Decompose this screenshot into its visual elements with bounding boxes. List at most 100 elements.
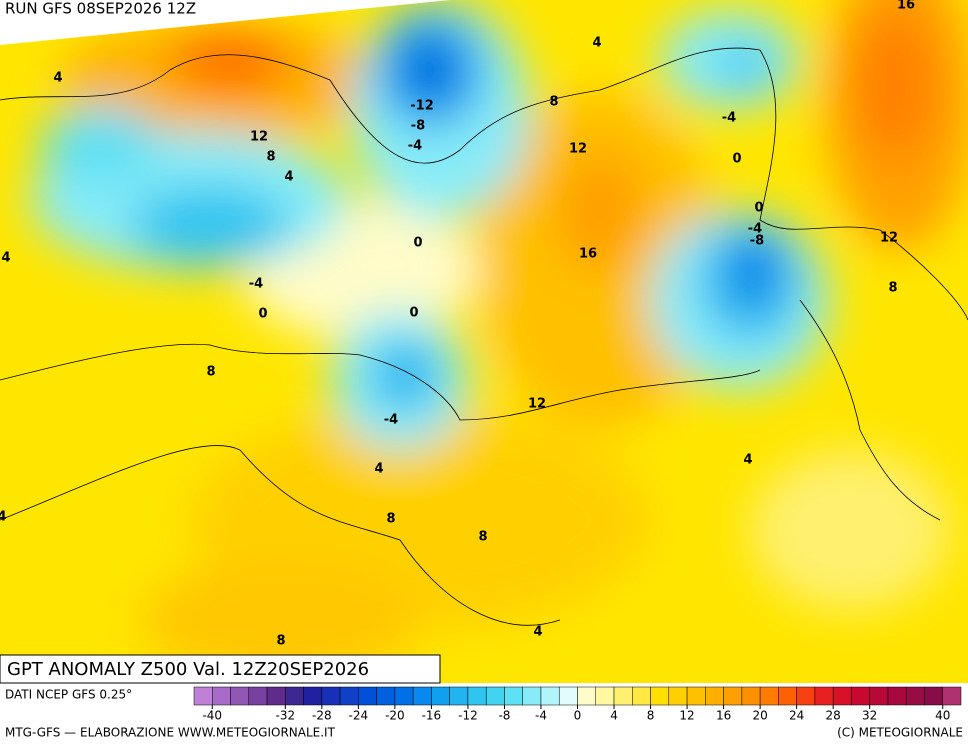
contour-label: 8 (888, 281, 897, 296)
colorbar-tick-label: -12 (458, 709, 478, 723)
contour-label: 0 (754, 201, 763, 216)
colorbar-cell (686, 686, 706, 706)
colorbar-cell (723, 686, 743, 706)
contour-label: 4 (284, 170, 293, 185)
colorbar-cell (705, 686, 724, 706)
colorbar-cell (741, 686, 761, 706)
colorbar-cell (394, 686, 414, 706)
colorbar-cell (467, 686, 487, 706)
colorbar-cell (778, 686, 797, 706)
contour-label: 12 (528, 397, 546, 412)
colorbar-tick-label: 12 (679, 709, 694, 723)
colorbar-cell (613, 686, 633, 706)
contour-label: 4 (53, 71, 62, 86)
colorbar-cell (905, 686, 925, 706)
contour-label: 4 (1, 251, 10, 266)
run-label: RUN GFS 08SEP2026 12Z (5, 0, 196, 18)
colorbar-cell (577, 686, 597, 706)
colorbar-cell (449, 686, 469, 706)
colorbar-tick-label: -4 (535, 709, 547, 723)
footer-right: (C) METEOGIORNALE (837, 726, 963, 740)
colorbar-tick-label: -20 (385, 709, 405, 723)
contour-label: 16 (579, 247, 597, 262)
contour-label: 12 (569, 142, 587, 157)
title-box (0, 654, 441, 684)
source-label: DATI NCEP GFS 0.25° (5, 688, 132, 702)
colorbar-cell (339, 686, 359, 706)
contour-label: 8 (266, 150, 275, 165)
colorbar-tick-label: -16 (422, 709, 442, 723)
colorbar-cell (668, 686, 688, 706)
colorbar-tick-label: -32 (276, 709, 296, 723)
colorbar-cell (358, 686, 377, 706)
contour-label: 8 (276, 634, 285, 649)
colorbar-cell (558, 686, 578, 706)
coastlines (0, 47, 968, 626)
colorbar-cell (522, 686, 542, 706)
map-title: GPT ANOMALY Z500 Val. 12Z20SEP2026 (7, 659, 369, 680)
contour-label: 0 (413, 236, 422, 251)
colorbar-cell (759, 686, 779, 706)
contour-label: 8 (549, 95, 558, 110)
contour-label: 0 (732, 152, 741, 167)
contour-label: 16 (897, 0, 915, 13)
contour-label: -4 (249, 277, 263, 292)
colorbar-cell (431, 686, 450, 706)
colorbar-cell (924, 686, 943, 706)
colorbar-cell (942, 686, 962, 706)
colorbar-cell (285, 686, 304, 706)
contour-label: 8 (478, 530, 487, 545)
colorbar-tick-label: 32 (862, 709, 877, 723)
contour-label: 12 (880, 231, 898, 246)
colorbar-tick-label: 0 (574, 709, 582, 723)
contour-label: -4 (384, 413, 398, 428)
contour-label: 4 (0, 510, 7, 525)
colorbar-cell (540, 686, 560, 706)
colorbar-cell (412, 686, 432, 706)
colorbar-cell (321, 686, 341, 706)
colorbar-tick-label: -40 (202, 709, 222, 723)
contour-label: -8 (411, 119, 425, 134)
contour-label: 4 (374, 462, 383, 477)
colorbar-cell (376, 686, 396, 706)
colorbar-cell (248, 686, 268, 706)
colorbar-cell (869, 686, 889, 706)
contour-label: 0 (409, 306, 418, 321)
contour-label: 4 (533, 625, 542, 640)
colorbar-tick-label: 24 (789, 709, 804, 723)
contour-label: -4 (748, 222, 762, 237)
colorbar-tick-label: 4 (610, 709, 618, 723)
colorbar-tick-label: -28 (312, 709, 332, 723)
colorbar-tick-label: 8 (647, 709, 655, 723)
colorbar-cell (230, 686, 250, 706)
colorbar-cell (650, 686, 670, 706)
colorbar-tick-label: 20 (752, 709, 767, 723)
colorbar-tick-label: 40 (935, 709, 950, 723)
colorbar-cell (814, 686, 834, 706)
colorbar-cell (632, 686, 651, 706)
colorbar-cell (851, 686, 870, 706)
colorbar-cell (485, 686, 505, 706)
colorbar-cell (832, 686, 852, 706)
contour-label: -4 (408, 139, 422, 154)
colorbar-cell (595, 686, 615, 706)
contour-label: 12 (250, 130, 268, 145)
contour-label: -8 (750, 234, 764, 249)
colorbar-cell (193, 686, 213, 706)
contour-label: 4 (592, 36, 601, 51)
contour-label: 8 (386, 512, 395, 527)
colorbar-tick-label: -24 (349, 709, 369, 723)
anomaly-field (0, 0, 968, 683)
contour-label: 4 (743, 453, 752, 468)
colorbar-tick-label: 16 (716, 709, 731, 723)
colorbar-tick-label: -8 (498, 709, 510, 723)
colorbar-cell (212, 686, 231, 706)
colorbar-cell (303, 686, 323, 706)
contour-label: 8 (206, 365, 215, 380)
contour-label: 0 (258, 307, 267, 322)
contour-label: -4 (722, 111, 736, 126)
contour-label: -12 (410, 99, 434, 114)
footer-left: MTG-GFS — ELABORAZIONE WWW.METEOGIORNALE… (5, 726, 336, 740)
